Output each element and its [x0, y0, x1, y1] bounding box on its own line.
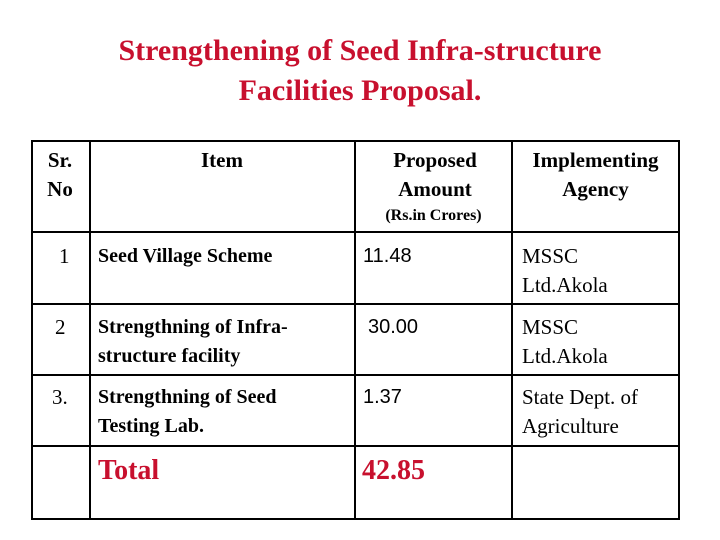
- cell: State Dept. of Agriculture: [522, 385, 639, 438]
- cell: 3.: [52, 385, 68, 409]
- border: [354, 140, 356, 520]
- header-cell: Item: [201, 148, 243, 172]
- cell: 11.48: [363, 245, 412, 267]
- cell: 30.00: [368, 316, 419, 338]
- total-label: Total: [98, 455, 160, 486]
- cell: Seed Village Scheme: [98, 245, 273, 267]
- unit-note: (Rs.in Crores): [385, 207, 482, 224]
- cell: MSSC Ltd.Akola: [522, 244, 608, 297]
- header-cell: Proposed Amount: [393, 148, 477, 201]
- cell: Strengthning of Seed Testing Lab.: [98, 386, 277, 437]
- total-amount: 42.85: [362, 455, 425, 486]
- cell: 2: [55, 315, 66, 339]
- cell: Strengthning of Infra-structure facility: [98, 316, 288, 367]
- title-line: Strengthening of Seed Infra-structure: [118, 34, 602, 67]
- border: [678, 140, 680, 520]
- border: [511, 140, 513, 520]
- title-line: Facilities Proposal.: [238, 74, 482, 107]
- header-cell: Sr. No: [47, 148, 73, 201]
- border: [89, 140, 91, 520]
- border: [31, 140, 33, 520]
- header-cell: Implementing Agency: [532, 148, 659, 201]
- cell: 1.37: [363, 386, 402, 408]
- cell: MSSC Ltd.Akola: [522, 315, 608, 368]
